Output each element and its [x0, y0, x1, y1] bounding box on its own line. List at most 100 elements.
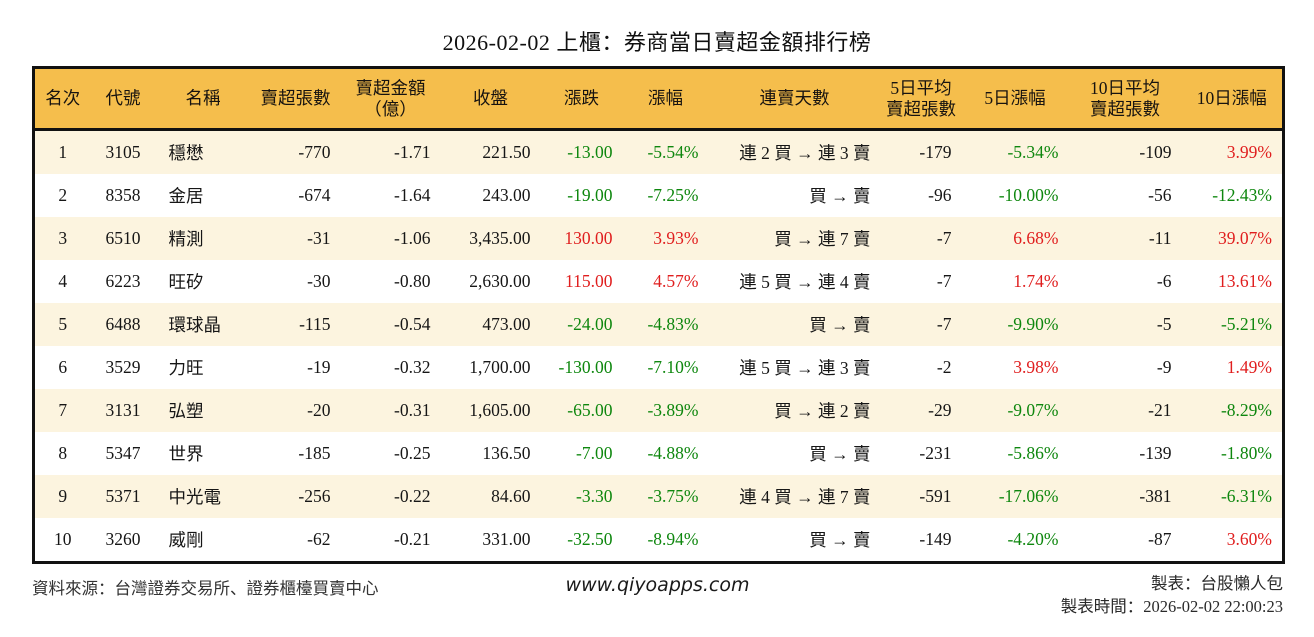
table-row: 8 5347 世界 -185 -0.25 136.50 -7.00 -4.88% 買 → 賣 -2… — [33, 432, 1284, 475]
cell-rank: 3 — [58, 228, 68, 248]
cell-code: 5347 — [105, 443, 141, 463]
credits: 製表：台股懶人包 製表時間：2026-02-02 22:00:23 — [749, 572, 1283, 618]
cell-change_5d_pct: 3.98% — [1013, 357, 1059, 377]
cell-avg10_sell_volume: -139 — [1139, 443, 1172, 463]
cell-streak: 連 4 買 → 連 7 賣 — [739, 487, 871, 507]
col-header-change_pct: 漲幅 — [622, 67, 709, 131]
col-header-change: 漲跌 — [540, 67, 623, 131]
cell-change_5d_pct: -5.34% — [1007, 142, 1059, 162]
cell-change: -130.00 — [558, 357, 613, 377]
cell-sell_volume: -30 — [307, 271, 331, 291]
cell-name: 金居 — [168, 186, 204, 206]
col-header-change_5d_pct: 5日漲幅 — [961, 67, 1069, 131]
cell-code: 3260 — [105, 529, 141, 549]
cell-streak: 買 → 連 7 賣 — [774, 229, 871, 249]
made-by-label: 製表：台股懶人包 — [1151, 574, 1283, 593]
cell-name: 弘塑 — [168, 401, 204, 421]
col-header-change_10d_pct: 10日漲幅 — [1181, 67, 1284, 131]
cell-sell_volume: -115 — [299, 314, 331, 334]
page-title: 2026-02-02 上櫃：券商當日賣超金額排行榜 — [442, 30, 872, 55]
cell-sell_amount_100m: -0.32 — [394, 357, 431, 377]
cell-streak: 買 → 賣 — [809, 444, 871, 464]
cell-streak: 連 5 買 → 連 4 賣 — [739, 272, 871, 292]
cell-close: 136.50 — [482, 443, 531, 463]
cell-close: 1,700.00 — [469, 357, 531, 377]
cell-change_pct: 4.57% — [653, 271, 699, 291]
cell-change_10d_pct: 3.60% — [1226, 529, 1272, 549]
cell-change_pct: -7.25% — [647, 185, 699, 205]
col-header-rank: 名次 — [33, 67, 91, 131]
cell-change_5d_pct: -10.00% — [998, 185, 1059, 205]
table-row: 1 3105 穩懋 -770 -1.71 221.50 -13.00 -5.54% 連 2 買 … — [33, 129, 1284, 174]
col-header-sell_volume: 賣超張數 — [250, 67, 341, 131]
cell-code: 8358 — [105, 185, 141, 205]
cell-change: -24.00 — [567, 314, 613, 334]
cell-change_10d_pct: 1.49% — [1226, 357, 1272, 377]
cell-name: 環球晶 — [168, 315, 222, 335]
cell-name: 中光電 — [168, 487, 222, 507]
cell-close: 2,630.00 — [469, 271, 531, 291]
cell-change_5d_pct: 1.74% — [1013, 271, 1059, 291]
cell-change_10d_pct: -6.31% — [1220, 486, 1272, 506]
col-header-sell_amount_100m: 賣超金額 （億） — [340, 67, 441, 131]
ranking-table: 名次 代號 名稱 賣超張數 賣超金額 （億） 收盤 漲跌 漲幅 連賣天數 5日平均 賣超張數 5日漲… — [32, 66, 1285, 564]
cell-sell_amount_100m: -0.80 — [394, 271, 431, 291]
table-row: 3 6510 精測 -31 -1.06 3,435.00 130.00 3.93% 買 → 連 … — [33, 217, 1284, 260]
cell-rank: 5 — [58, 314, 68, 334]
cell-change: -7.00 — [576, 443, 613, 463]
cell-name: 力旺 — [168, 358, 204, 378]
cell-change_5d_pct: -17.06% — [998, 486, 1059, 506]
col-header-code: 代號 — [90, 67, 156, 131]
cell-change_5d_pct: -9.07% — [1007, 400, 1059, 420]
cell-change_pct: -4.88% — [647, 443, 699, 463]
cell-sell_volume: -256 — [298, 486, 331, 506]
cell-rank: 6 — [58, 357, 68, 377]
cell-streak: 連 5 買 → 連 3 賣 — [739, 358, 871, 378]
cell-name: 威剛 — [168, 530, 204, 550]
cell-rank: 2 — [58, 185, 68, 205]
cell-change: 115.00 — [565, 271, 613, 291]
cell-change_pct: -3.89% — [647, 400, 699, 420]
cell-sell_volume: -31 — [307, 228, 331, 248]
cell-avg5_sell_volume: -7 — [936, 228, 952, 248]
cell-close: 1,605.00 — [469, 400, 531, 420]
cell-avg5_sell_volume: -7 — [936, 271, 952, 291]
table-row: 10 3260 威剛 -62 -0.21 331.00 -32.50 -8.94% 買 → 賣 -… — [33, 518, 1284, 563]
cell-streak: 連 2 買 → 連 3 賣 — [739, 143, 871, 163]
cell-avg5_sell_volume: -149 — [919, 529, 952, 549]
cell-sell_amount_100m: -0.25 — [394, 443, 431, 463]
cell-change_pct: 3.93% — [653, 228, 699, 248]
cell-sell_amount_100m: -0.21 — [394, 529, 431, 549]
cell-change_5d_pct: -5.86% — [1007, 443, 1059, 463]
cell-sell_volume: -20 — [307, 400, 331, 420]
cell-rank: 7 — [58, 400, 68, 420]
cell-change: -32.50 — [567, 529, 613, 549]
cell-change_10d_pct: -12.43% — [1212, 185, 1272, 205]
cell-name: 精測 — [168, 229, 204, 249]
cell-avg10_sell_volume: -56 — [1148, 185, 1172, 205]
cell-close: 331.00 — [482, 529, 531, 549]
cell-streak: 買 → 賣 — [809, 530, 871, 550]
cell-avg5_sell_volume: -591 — [919, 486, 952, 506]
cell-sell_volume: -19 — [307, 357, 331, 377]
cell-change_10d_pct: 39.07% — [1218, 228, 1272, 248]
cell-change: 130.00 — [564, 228, 613, 248]
table-row: 7 3131 弘塑 -20 -0.31 1,605.00 -65.00 -3.89% 買 → 連… — [33, 389, 1284, 432]
table-row: 9 5371 中光電 -256 -0.22 84.60 -3.30 -3.75% 連 4 買 →… — [33, 475, 1284, 518]
cell-avg10_sell_volume: -9 — [1156, 357, 1172, 377]
cell-rank: 10 — [54, 529, 72, 549]
cell-avg10_sell_volume: -109 — [1139, 142, 1172, 162]
table-row: 6 3529 力旺 -19 -0.32 1,700.00 -130.00 -7.10% 連 5 … — [33, 346, 1284, 389]
cell-avg10_sell_volume: -381 — [1139, 486, 1172, 506]
cell-change_pct: -4.83% — [647, 314, 699, 334]
cell-change_5d_pct: 6.68% — [1013, 228, 1059, 248]
cell-code: 6488 — [105, 314, 141, 334]
col-header-name: 名稱 — [155, 67, 251, 131]
cell-sell_amount_100m: -1.71 — [394, 142, 431, 162]
cell-avg5_sell_volume: -231 — [919, 443, 952, 463]
cell-change_pct: -7.10% — [647, 357, 699, 377]
cell-change_pct: -5.54% — [647, 142, 699, 162]
cell-sell_volume: -62 — [307, 529, 331, 549]
cell-change_pct: -8.94% — [647, 529, 699, 549]
cell-code: 3131 — [105, 400, 141, 420]
